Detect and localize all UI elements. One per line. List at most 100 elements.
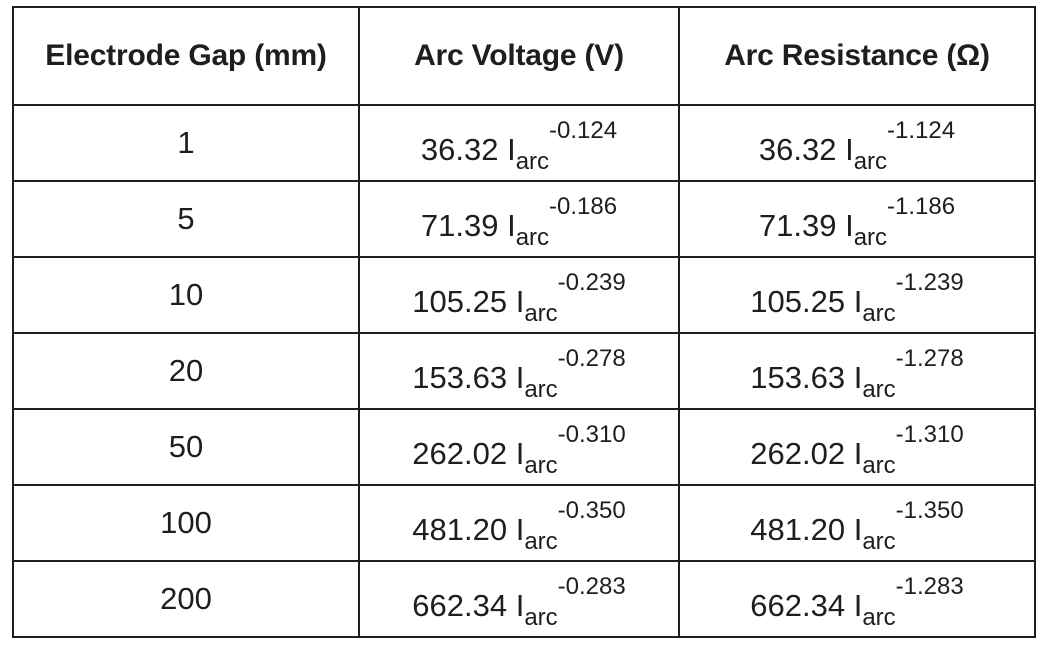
arc-voltage-coefficient: 481.20 [412,511,508,547]
arc-voltage-coefficient: 71.39 [420,207,499,243]
arc-resistance-exponent: -1.278 [895,344,964,372]
current-symbol: I [507,131,516,167]
arc-voltage-expression: 153.63 Iarc -0.278 [412,346,625,401]
arc-resistance-coefficient: 153.63 [750,359,846,395]
arc-voltage-exponent: -0.124 [549,116,618,144]
current-symbol: I [853,435,863,471]
arc-resistance-coefficient: 481.20 [750,511,846,547]
arc-voltage-expression: 71.39 Iarc -0.186 [420,194,617,249]
current-symbol: I [853,587,863,623]
arc-voltage-cell: 71.39 Iarc -0.186 [358,180,680,258]
electrode-gap-cell: 100 [12,484,360,562]
current-symbol: I [515,587,525,623]
arc-voltage-expression: 105.25 Iarc -0.239 [412,270,625,325]
arc-voltage-expression: 662.34 Iarc -0.283 [412,574,625,629]
arc-resistance-cell: 153.63 Iarc -1.278 [678,332,1036,410]
table-body: 1 36.32 Iarc -0.124 36.32 Iarc -1.124 5 71.39 … [12,104,1036,638]
arc-resistance-exponent: -1.283 [895,572,964,600]
arc-voltage-exponent: -0.310 [557,420,626,448]
arc-voltage-cell: 105.25 Iarc -0.239 [358,256,680,334]
current-symbol: I [853,283,863,319]
arc-resistance-expression: 71.39 Iarc -1.186 [758,194,955,249]
arc-voltage-cell: 262.02 Iarc -0.310 [358,408,680,486]
arc-resistance-cell: 36.32 Iarc -1.124 [678,104,1036,182]
current-subscript: arc [524,375,558,403]
arc-parameters-table-container: Electrode Gap (mm) Arc Voltage (V) Arc R… [12,6,1036,638]
arc-voltage-coefficient: 105.25 [412,283,508,319]
arc-resistance-coefficient: 262.02 [750,435,846,471]
header-electrode-gap: Electrode Gap (mm) [12,6,360,106]
arc-resistance-expression: 481.20 Iarc -1.350 [750,498,963,553]
electrode-gap-cell: 20 [12,332,360,410]
current-symbol: I [845,131,854,167]
arc-resistance-coefficient: 105.25 [750,283,846,319]
arc-voltage-cell: 36.32 Iarc -0.124 [358,104,680,182]
current-subscript: arc [515,147,550,175]
header-arc-voltage: Arc Voltage (V) [358,6,680,106]
current-subscript: arc [862,527,896,555]
current-symbol: I [853,359,863,395]
electrode-gap-cell: 1 [12,104,360,182]
arc-resistance-cell: 481.20 Iarc -1.350 [678,484,1036,562]
current-subscript: arc [515,223,550,251]
arc-voltage-cell: 153.63 Iarc -0.278 [358,332,680,410]
arc-resistance-exponent: -1.350 [895,496,964,524]
current-subscript: arc [524,299,558,327]
arc-voltage-expression: 36.32 Iarc -0.124 [420,118,617,173]
current-symbol: I [845,207,854,243]
table-row: 100 481.20 Iarc -0.350 481.20 Iarc -1.350 [12,484,1036,562]
table-row: 10 105.25 Iarc -0.239 105.25 Iarc -1.239 [12,256,1036,334]
current-symbol: I [507,207,516,243]
current-subscript: arc [862,603,896,631]
table-row: 50 262.02 Iarc -0.310 262.02 Iarc -1.310 [12,408,1036,486]
arc-resistance-exponent: -1.239 [895,268,964,296]
arc-resistance-expression: 662.34 Iarc -1.283 [750,574,963,629]
current-symbol: I [515,359,525,395]
arc-resistance-cell: 262.02 Iarc -1.310 [678,408,1036,486]
arc-voltage-cell: 481.20 Iarc -0.350 [358,484,680,562]
current-subscript: arc [862,375,896,403]
arc-resistance-expression: 153.63 Iarc -1.278 [750,346,963,401]
arc-voltage-exponent: -0.239 [557,268,626,296]
current-subscript: arc [524,451,558,479]
table-header-row: Electrode Gap (mm) Arc Voltage (V) Arc R… [12,6,1036,106]
electrode-gap-cell: 200 [12,560,360,638]
arc-resistance-expression: 105.25 Iarc -1.239 [750,270,963,325]
current-subscript: arc [853,147,888,175]
arc-resistance-coefficient: 662.34 [750,587,846,623]
arc-resistance-expression: 262.02 Iarc -1.310 [750,422,963,477]
current-subscript: arc [853,223,888,251]
arc-voltage-expression: 481.20 Iarc -0.350 [412,498,625,553]
arc-resistance-exponent: -1.186 [887,192,956,220]
arc-resistance-expression: 36.32 Iarc -1.124 [758,118,955,173]
arc-resistance-coefficient: 71.39 [758,207,837,243]
arc-voltage-coefficient: 662.34 [412,587,508,623]
current-symbol: I [515,511,525,547]
current-symbol: I [515,283,525,319]
arc-resistance-exponent: -1.310 [895,420,964,448]
arc-voltage-expression: 262.02 Iarc -0.310 [412,422,625,477]
electrode-gap-cell: 10 [12,256,360,334]
current-subscript: arc [862,299,896,327]
current-subscript: arc [524,603,558,631]
table-row: 5 71.39 Iarc -0.186 71.39 Iarc -1.186 [12,180,1036,258]
arc-voltage-exponent: -0.283 [557,572,626,600]
arc-parameters-table: Electrode Gap (mm) Arc Voltage (V) Arc R… [12,6,1036,638]
arc-voltage-coefficient: 262.02 [412,435,508,471]
arc-voltage-exponent: -0.350 [557,496,626,524]
table-row: 200 662.34 Iarc -0.283 662.34 Iarc -1.283 [12,560,1036,638]
arc-resistance-cell: 105.25 Iarc -1.239 [678,256,1036,334]
arc-voltage-cell: 662.34 Iarc -0.283 [358,560,680,638]
arc-resistance-exponent: -1.124 [887,116,956,144]
arc-voltage-coefficient: 153.63 [412,359,508,395]
arc-resistance-cell: 71.39 Iarc -1.186 [678,180,1036,258]
current-symbol: I [515,435,525,471]
arc-voltage-coefficient: 36.32 [420,131,499,167]
electrode-gap-cell: 50 [12,408,360,486]
current-subscript: arc [862,451,896,479]
electrode-gap-cell: 5 [12,180,360,258]
arc-voltage-exponent: -0.278 [557,344,626,372]
arc-resistance-cell: 662.34 Iarc -1.283 [678,560,1036,638]
header-arc-resistance: Arc Resistance (Ω) [678,6,1036,106]
arc-resistance-coefficient: 36.32 [758,131,837,167]
